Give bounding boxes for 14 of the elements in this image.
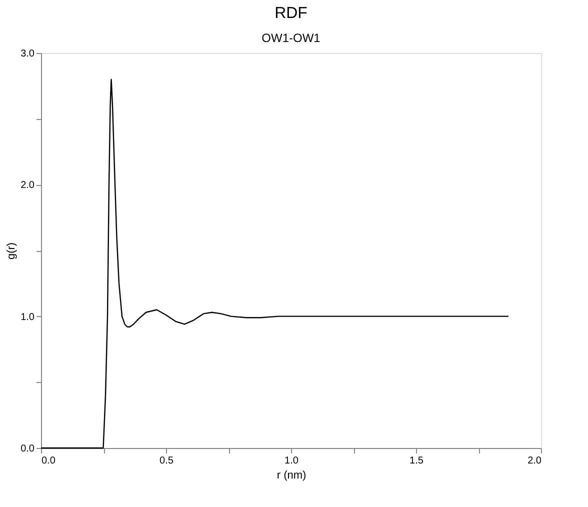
- y-tick-label: 3.0: [20, 48, 35, 60]
- x-tick-label: 0.0: [42, 456, 56, 466]
- y-axis-title: g(r): [6, 242, 18, 260]
- x-tick-label: 2.0: [528, 456, 542, 466]
- x-axis-title: r (nm): [276, 470, 306, 482]
- chart-subtitle: OW1-OW1: [262, 31, 321, 45]
- y-tick-label: 1.0: [20, 312, 35, 323]
- x-tick-label: 0.5: [160, 456, 174, 466]
- line-series: [40, 78, 510, 449]
- x-tick-label: 1.0: [284, 456, 299, 466]
- x-tick-label: 1.5: [410, 456, 424, 466]
- y-tick-label: 2.0: [20, 180, 35, 192]
- chart-title: RDF: [274, 5, 308, 22]
- y-tick-label: 0.0: [20, 444, 35, 454]
